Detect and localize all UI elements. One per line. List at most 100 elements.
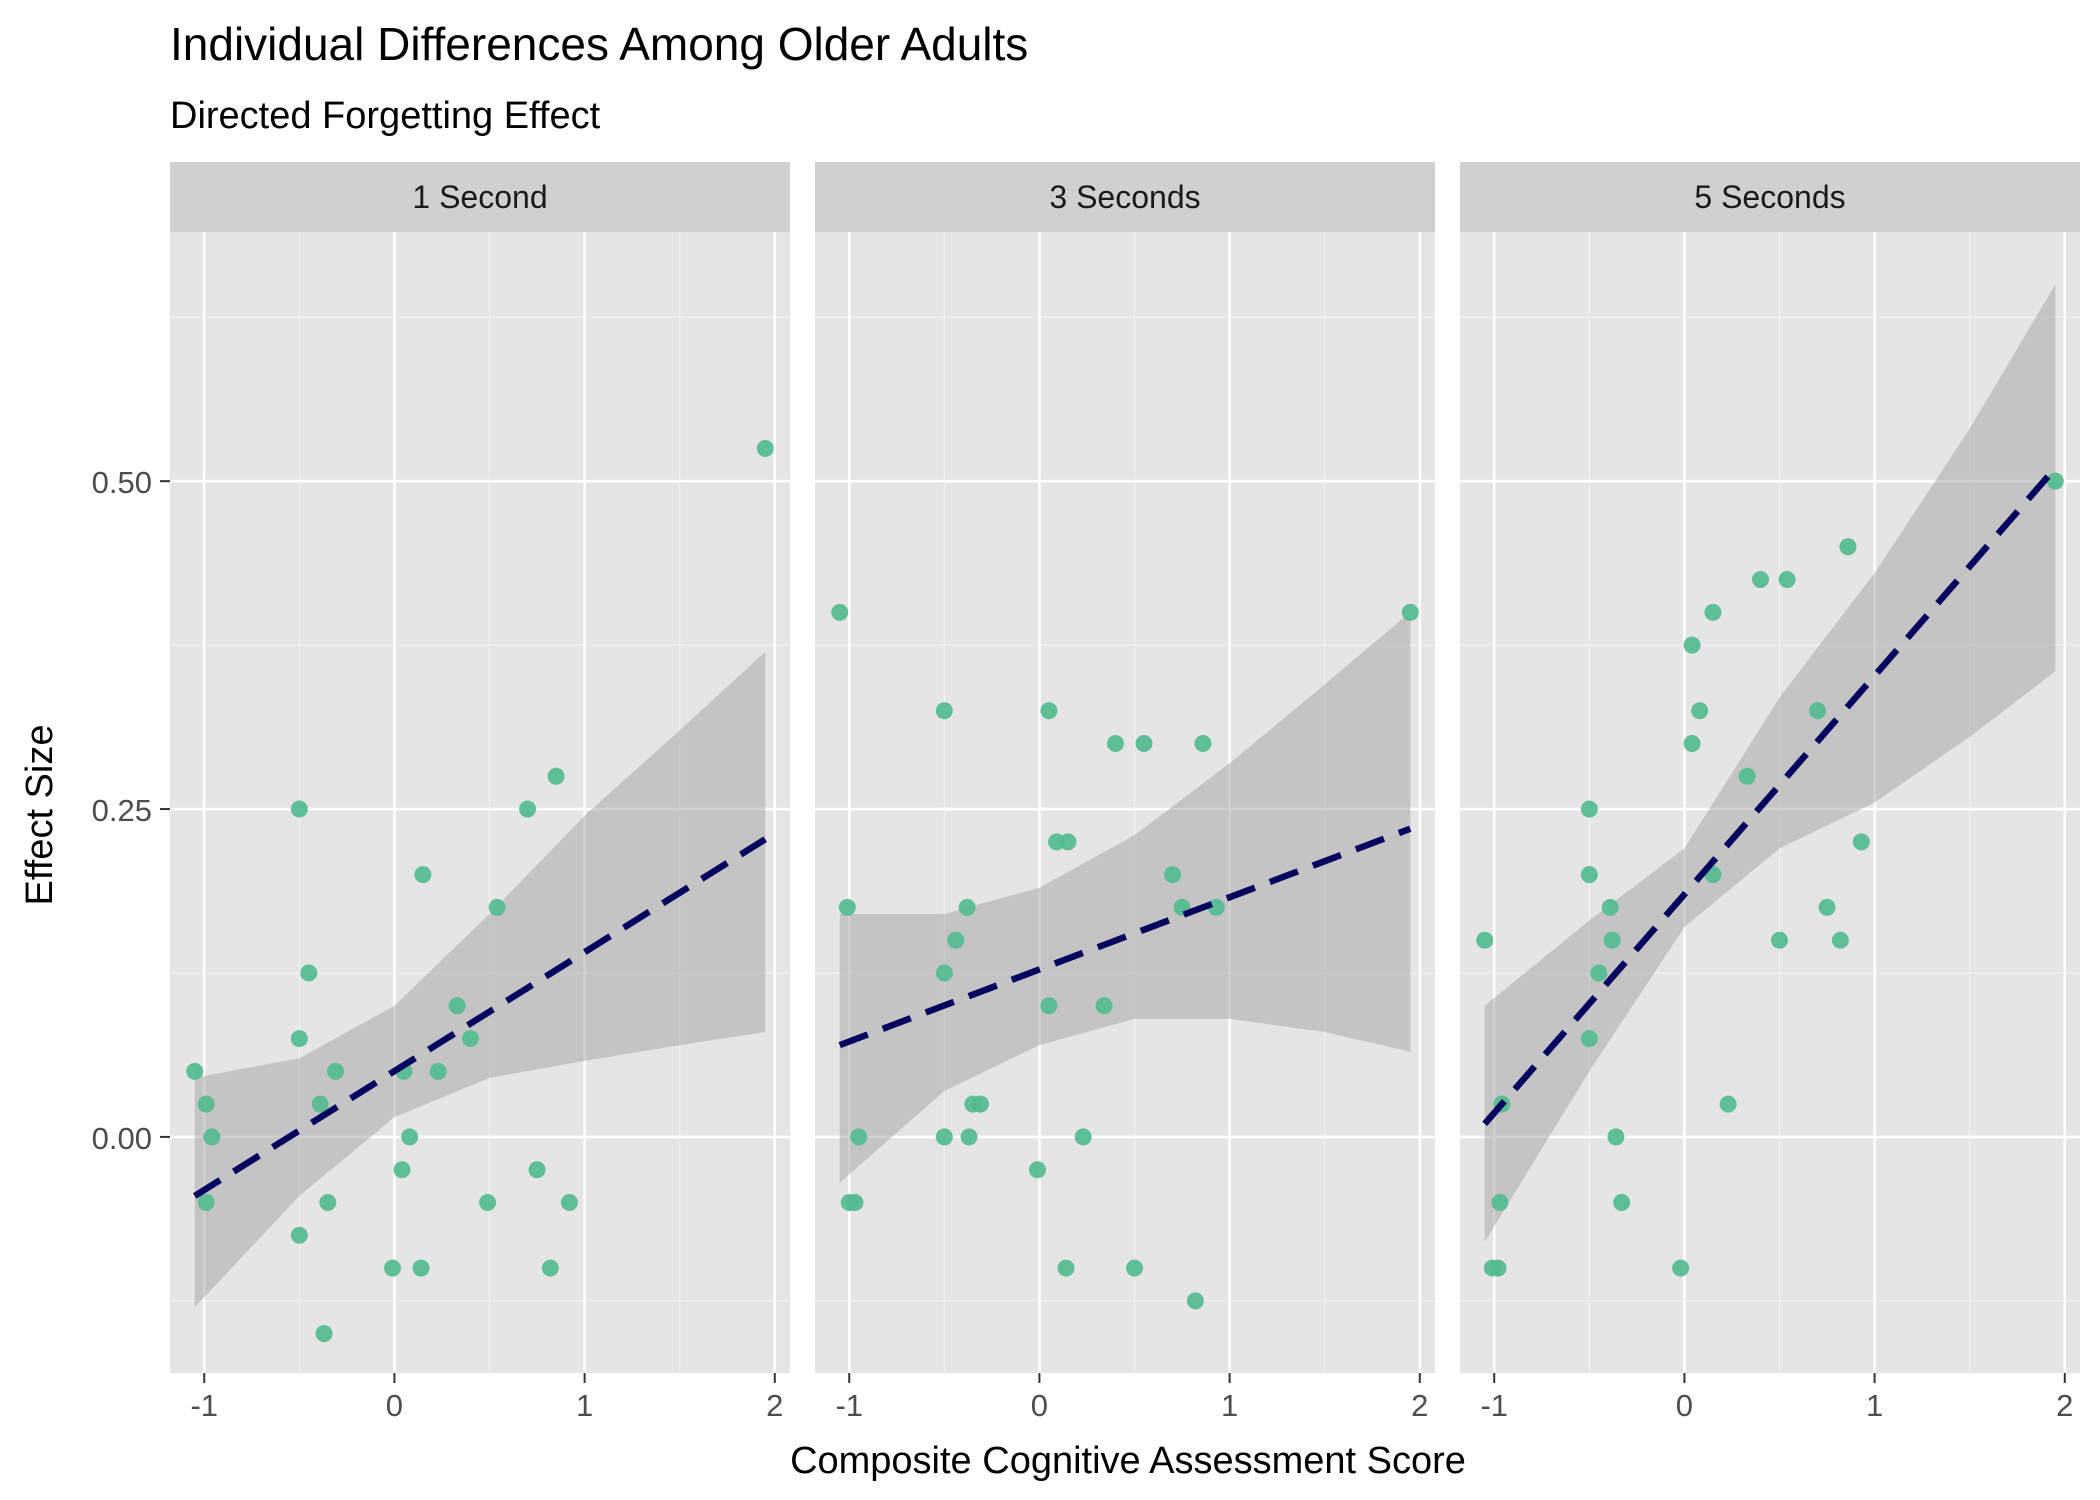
fit-line bbox=[193, 836, 767, 1199]
data-point bbox=[186, 1062, 204, 1080]
data-point bbox=[947, 931, 965, 949]
data-point bbox=[1186, 1292, 1204, 1310]
data-point bbox=[1401, 603, 1419, 621]
data-point bbox=[384, 1259, 402, 1277]
data-point bbox=[1607, 1128, 1625, 1146]
data-point bbox=[311, 1095, 329, 1113]
x-tick-label: 0 bbox=[386, 1388, 403, 1423]
confidence-band bbox=[839, 612, 1411, 1183]
data-point bbox=[1809, 702, 1827, 720]
data-point bbox=[315, 1325, 333, 1343]
data-point bbox=[412, 1259, 430, 1277]
data-point bbox=[479, 1194, 497, 1212]
data-point bbox=[300, 964, 318, 982]
data-point bbox=[1590, 964, 1608, 982]
data-point bbox=[448, 997, 466, 1015]
facet-panel: 3 Seconds -1 0 1 2 bbox=[815, 162, 1435, 1423]
data-point bbox=[290, 1030, 308, 1048]
data-point bbox=[756, 439, 774, 457]
facet-strip bbox=[170, 162, 790, 232]
data-point bbox=[1683, 636, 1701, 654]
data-point bbox=[319, 1194, 337, 1212]
confidence-band bbox=[194, 651, 766, 1308]
data-point bbox=[560, 1194, 578, 1212]
x-tick-label: 1 bbox=[576, 1388, 593, 1423]
data-point bbox=[1040, 997, 1058, 1015]
y-tick-label: 0.25 bbox=[92, 793, 152, 828]
data-point bbox=[1491, 1194, 1509, 1212]
facet-strip bbox=[1460, 162, 2080, 232]
data-point bbox=[935, 964, 953, 982]
data-point bbox=[1135, 734, 1153, 752]
data-point bbox=[414, 866, 432, 884]
data-point bbox=[1852, 833, 1870, 851]
x-tick-label: -1 bbox=[1480, 1388, 1508, 1423]
data-point bbox=[1613, 1194, 1631, 1212]
data-point bbox=[1719, 1095, 1737, 1113]
data-point bbox=[2046, 472, 2064, 490]
data-point bbox=[1194, 734, 1212, 752]
data-point bbox=[1095, 997, 1113, 1015]
data-point bbox=[1751, 571, 1769, 589]
confidence-band bbox=[1484, 284, 2056, 1242]
facet-panels: 1 Second -1 0 1 2 3 Seconds -1 0 1 2 5 Seconds -1 0 1… bbox=[170, 162, 2080, 1423]
data-point bbox=[1839, 538, 1857, 556]
fit-line bbox=[1482, 465, 2058, 1126]
data-point bbox=[1601, 898, 1619, 916]
data-point bbox=[1476, 931, 1494, 949]
data-point bbox=[831, 603, 849, 621]
data-point bbox=[401, 1128, 419, 1146]
data-point bbox=[1603, 931, 1621, 949]
data-point bbox=[429, 1062, 447, 1080]
data-point bbox=[1818, 898, 1836, 916]
facet-strip-label: 5 Seconds bbox=[1694, 179, 1845, 215]
data-point bbox=[488, 898, 506, 916]
facet-strip-label: 1 Second bbox=[412, 179, 547, 215]
data-point bbox=[1057, 1259, 1075, 1277]
y-tick-label: 0.00 bbox=[92, 1121, 152, 1156]
x-tick-label: -1 bbox=[190, 1388, 218, 1423]
x-tick-label: 2 bbox=[2056, 1388, 2073, 1423]
data-point bbox=[547, 767, 565, 785]
data-point bbox=[1207, 898, 1225, 916]
facet-strip-label: 3 Seconds bbox=[1049, 179, 1200, 215]
x-axis-title: Composite Cognitive Assessment Score bbox=[790, 1440, 1466, 1482]
data-point bbox=[290, 1226, 308, 1244]
data-point bbox=[935, 702, 953, 720]
x-tick-label: 2 bbox=[766, 1388, 783, 1423]
data-point bbox=[850, 1128, 868, 1146]
data-point bbox=[197, 1194, 215, 1212]
data-point bbox=[1704, 603, 1722, 621]
x-tick-label: -1 bbox=[835, 1388, 863, 1423]
x-tick-label: 0 bbox=[1676, 1388, 1693, 1423]
chart-title: Individual Differences Among Older Adult… bbox=[170, 18, 1028, 70]
data-point bbox=[838, 898, 856, 916]
data-point bbox=[1074, 1128, 1092, 1146]
data-point bbox=[1106, 734, 1124, 752]
y-axis: 0.00 0.25 0.50 bbox=[92, 465, 170, 1156]
data-point bbox=[1580, 800, 1598, 818]
data-point bbox=[326, 1062, 344, 1080]
x-tick-label: 0 bbox=[1031, 1388, 1048, 1423]
data-point bbox=[393, 1161, 411, 1179]
data-point bbox=[846, 1194, 864, 1212]
data-point bbox=[1580, 866, 1598, 884]
data-point bbox=[1831, 931, 1849, 949]
chart-subtitle: Directed Forgetting Effect bbox=[170, 95, 601, 137]
y-axis-title: Effect Size bbox=[19, 725, 61, 906]
x-tick-label: 1 bbox=[1866, 1388, 1883, 1423]
data-point bbox=[935, 1128, 953, 1146]
data-point bbox=[1683, 734, 1701, 752]
fit-line bbox=[838, 825, 1412, 1049]
data-point bbox=[958, 898, 976, 916]
data-point bbox=[519, 800, 537, 818]
data-point bbox=[541, 1259, 559, 1277]
data-point bbox=[1691, 702, 1709, 720]
data-point bbox=[971, 1095, 989, 1113]
data-point bbox=[1778, 571, 1796, 589]
data-point bbox=[1164, 866, 1182, 884]
data-point bbox=[1489, 1259, 1507, 1277]
data-point bbox=[1040, 702, 1058, 720]
x-tick-label: 1 bbox=[1221, 1388, 1238, 1423]
